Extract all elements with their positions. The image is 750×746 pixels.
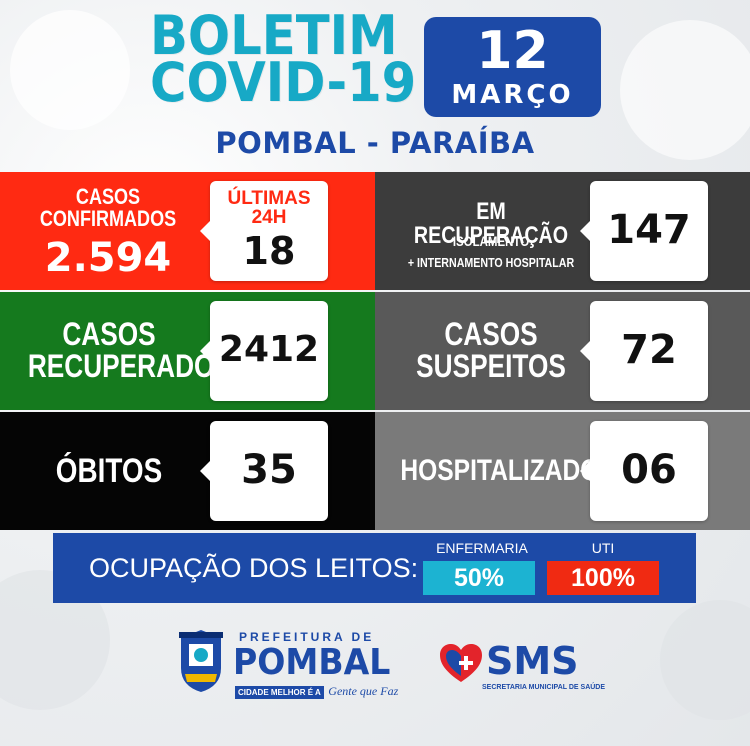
- suspected-label-line2: SUSPEITOS: [416, 348, 566, 384]
- suspected-box: 72: [580, 301, 708, 401]
- suspected-label: CASOS SUSPEITOS: [409, 318, 573, 382]
- sms-name: SMS: [486, 639, 579, 683]
- icu-value: 100%: [547, 561, 659, 595]
- hospitalized-box: 06: [580, 421, 708, 521]
- sms-logo: SMS SECRETARIA MUNICIPAL DE SAÚDE: [438, 639, 605, 696]
- pombal-slogan-bar: CIDADE MELHOR É A Gente que Faz: [235, 682, 411, 699]
- bed-occupancy-banner: OCUPAÇÃO DOS LEITOS: ENFERMARIA 50% UTI …: [53, 533, 696, 603]
- location-subtitle: POMBAL - PARAÍBA: [215, 126, 535, 160]
- card-recovering: EM RECUPERAÇÃO ISOLAMENTO + INTERNAMENTO…: [375, 172, 750, 290]
- last24-value: 18: [242, 229, 296, 273]
- recovered-label-line2: RECUPERADOS: [27, 348, 232, 384]
- deaths-value: 35: [241, 447, 297, 493]
- confirmed-last24-box: ÚLTIMAS 24H 18: [200, 181, 328, 281]
- suspected-label-line1: CASOS: [444, 316, 538, 352]
- title-line-2: COVID-19: [150, 51, 417, 114]
- recovering-box: 147: [580, 181, 708, 281]
- pombal-slogan-b: Gente que Faz: [328, 684, 399, 698]
- bed-occupancy-label: OCUPAÇÃO DOS LEITOS:: [89, 553, 419, 583]
- confirmed-label-line2: CONFIRMADOS: [39, 206, 177, 231]
- last24-label: ÚLTIMAS 24H: [210, 189, 328, 227]
- date-day: 12: [476, 21, 549, 81]
- coat-of-arms-icon: [179, 630, 223, 692]
- card-deaths: ÓBITOS 35: [0, 412, 375, 530]
- sms-subtitle: SECRETARIA MUNICIPAL DE SAÚDE: [482, 684, 606, 691]
- last24-label-line1: ÚLTIMAS: [227, 188, 311, 209]
- hospitalized-value: 06: [621, 447, 677, 493]
- stats-row-1: CASOS CONFIRMADOS 2.594 ÚLTIMAS 24H 18 E…: [0, 172, 750, 290]
- date-month: MARÇO: [451, 80, 574, 110]
- recovering-sub2: + INTERNAMENTO HOSPITALAR: [407, 255, 575, 270]
- icu-label: UTI: [591, 540, 615, 556]
- ward-value: 50%: [423, 561, 535, 595]
- date-badge: 12 MARÇO: [424, 17, 601, 117]
- recovered-label-line1: CASOS: [62, 316, 156, 352]
- recovering-label: EM RECUPERAÇÃO: [413, 198, 569, 249]
- recovered-label: CASOS RECUPERADOS: [27, 316, 232, 384]
- confirmed-label: CASOS CONFIRMADOS: [34, 186, 182, 230]
- ward-label: ENFERMARIA: [436, 540, 528, 556]
- recovering-sub1: ISOLAMENTO: [452, 233, 530, 249]
- pombal-prefeitura: PREFEITURA DE: [239, 630, 375, 644]
- card-recovered: CASOS RECUPERADOS 2412: [0, 292, 375, 410]
- stats-row-3: ÓBITOS 35 HOSPITALIZADOS 06: [0, 412, 750, 530]
- recovered-value: 2412: [218, 329, 320, 370]
- pombal-name: POMBAL: [233, 642, 391, 683]
- suspected-value: 72: [621, 327, 677, 373]
- deaths-label: ÓBITOS: [55, 452, 163, 490]
- pombal-logo: PREFEITURA DE POMBAL CIDADE MELHOR É A G…: [175, 628, 415, 699]
- stats-row-2: CASOS RECUPERADOS 2412 CASOS SUSPEITOS 7…: [0, 292, 750, 410]
- bulletin-title: BOLETIM COVID-19: [150, 4, 420, 114]
- recovering-value: 147: [607, 207, 691, 253]
- health-heart-icon: [440, 644, 482, 682]
- last24-label-line2: 24H: [251, 207, 287, 228]
- deaths-box: 35: [200, 421, 328, 521]
- recovered-box: 2412: [200, 301, 328, 401]
- confirmed-total: 2.594: [44, 235, 172, 281]
- pombal-slogan-a: CIDADE MELHOR É A: [235, 686, 324, 699]
- card-suspected: CASOS SUSPEITOS 72: [375, 292, 750, 410]
- card-confirmed: CASOS CONFIRMADOS 2.594 ÚLTIMAS 24H 18: [0, 172, 375, 290]
- card-hospitalized: HOSPITALIZADOS 06: [375, 412, 750, 530]
- title-line-1: BOLETIM: [150, 4, 398, 67]
- hospitalized-label: HOSPITALIZADOS: [400, 454, 616, 487]
- confirmed-label-line1: CASOS: [75, 184, 141, 209]
